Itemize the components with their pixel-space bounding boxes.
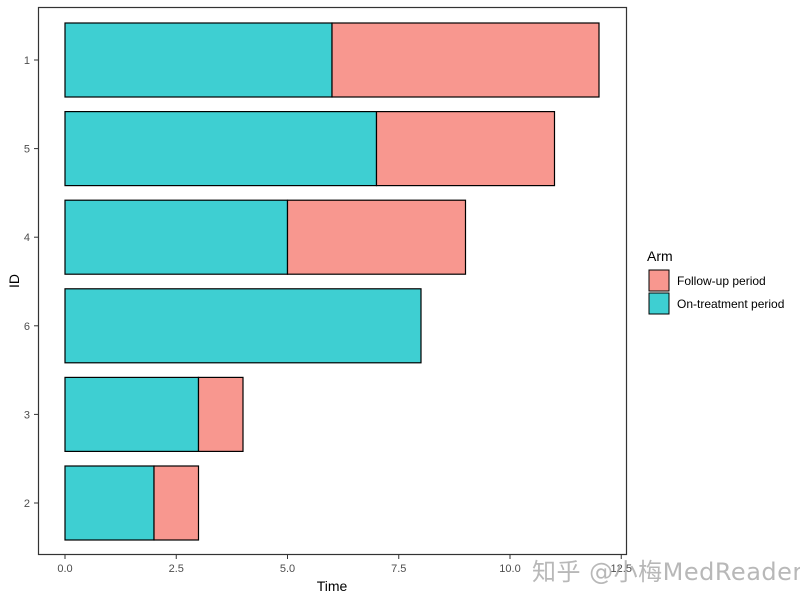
- panel-border: [37, 6, 628, 556]
- y-axis: 1 5 4 6 3 2: [24, 55, 39, 510]
- bar-on-treatment-id-3: [64, 376, 200, 452]
- bar-follow-up-id-1: [331, 22, 600, 98]
- bar-on-treatment-id-6: [64, 288, 422, 364]
- watermark: 知乎 @小梅MedReader: [532, 558, 800, 586]
- legend-label: On-treatment period: [677, 297, 784, 311]
- bar-follow-up-id-3: [197, 376, 244, 452]
- y-tick-label: 5: [24, 144, 30, 156]
- x-tick-label: 2.5: [169, 563, 184, 575]
- y-tick-label: 3: [24, 409, 30, 421]
- x-axis-title: Time: [317, 578, 348, 594]
- legend: Arm Follow-up period On-treatment period: [647, 248, 784, 315]
- x-tick-label: 7.5: [391, 563, 406, 575]
- legend-title: Arm: [647, 248, 673, 264]
- bar-on-treatment-id-1: [64, 22, 333, 98]
- y-tick-label: 2: [24, 498, 30, 510]
- x-axis: 0.0 2.5 5.0 7.5 10.0 12.5: [57, 554, 632, 575]
- y-tick-label: 6: [24, 321, 30, 333]
- x-tick-label: 10.0: [499, 563, 520, 575]
- bar-on-treatment-id-4: [64, 199, 289, 275]
- x-tick-label: 5.0: [280, 563, 295, 575]
- bar-follow-up-id-4: [286, 199, 467, 275]
- bar-follow-up-id-2: [153, 465, 200, 541]
- y-axis-title: ID: [6, 274, 22, 288]
- y-tick-label: 4: [24, 232, 30, 244]
- x-tick-label: 12.5: [611, 563, 632, 575]
- bar-follow-up-id-5: [375, 110, 556, 187]
- bar-on-treatment-id-2: [64, 465, 155, 541]
- legend-swatch: [648, 269, 670, 292]
- bar-on-treatment-id-5: [64, 110, 378, 187]
- legend-swatch: [648, 292, 670, 315]
- bars-layer: [64, 22, 600, 541]
- legend-label: Follow-up period: [677, 274, 766, 288]
- y-tick-label: 1: [24, 55, 30, 67]
- x-tick-label: 0.0: [57, 563, 72, 575]
